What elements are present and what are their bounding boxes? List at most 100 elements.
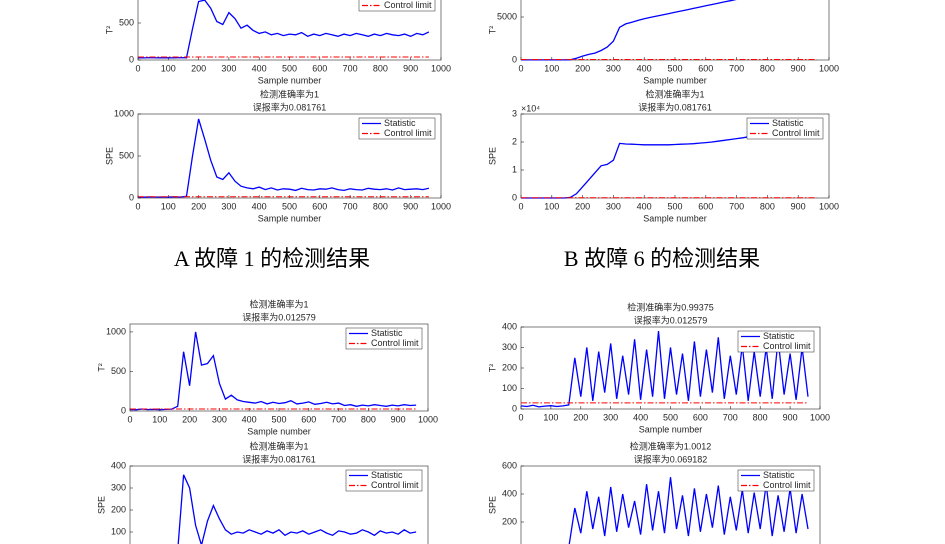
- plot-area: [520, 0, 830, 61]
- x-tick-label: 900: [391, 414, 406, 424]
- x-axis-label: Sample number: [639, 424, 703, 434]
- y-axis-label: SPE: [96, 496, 106, 514]
- x-tick-label: 200: [191, 63, 206, 73]
- x-tick-label: 100: [161, 63, 176, 73]
- x-tick-label: 900: [783, 412, 798, 422]
- x-tick-label: 1000: [431, 201, 451, 211]
- y-tick-label: 0: [129, 54, 134, 64]
- y-tick-label: 200: [111, 504, 126, 514]
- x-tick-label: 600: [312, 63, 327, 73]
- x-tick-label: 400: [252, 63, 267, 73]
- y-tick-label: 400: [111, 460, 126, 470]
- x-tick-label: 0: [127, 414, 132, 424]
- y-tick-label: 0: [121, 405, 126, 415]
- legend-label: Statistic: [763, 331, 795, 341]
- x-tick-label: 900: [791, 63, 806, 73]
- x-tick-label: 1000: [431, 63, 451, 73]
- y-tick-label: 400: [502, 488, 517, 498]
- legend-label: Control limit: [772, 128, 820, 138]
- x-tick-label: 500: [282, 63, 297, 73]
- x-tick-label: 900: [403, 201, 418, 211]
- legend-label: Statistic: [371, 328, 403, 338]
- legend-label: Statistic: [384, 118, 416, 128]
- x-tick-label: 500: [667, 201, 682, 211]
- chart-title: 检测准确率为1: [645, 88, 704, 99]
- x-tick-label: 200: [573, 412, 588, 422]
- x-tick-label: 0: [518, 63, 523, 73]
- y-axis-label: SPE: [487, 496, 497, 514]
- x-tick-label: 100: [161, 201, 176, 211]
- x-tick-label: 400: [242, 414, 257, 424]
- x-tick-label: 700: [343, 63, 358, 73]
- x-tick-label: 700: [343, 201, 358, 211]
- caption: B 故障 6 的检测结果: [564, 246, 760, 271]
- x-tick-label: 200: [182, 414, 197, 424]
- x-tick-label: 100: [544, 201, 559, 211]
- x-tick-label: 500: [663, 412, 678, 422]
- x-tick-label: 800: [760, 63, 775, 73]
- y-tick-label: 1000: [106, 326, 126, 336]
- chart-title: 检测准确率为1.0012: [630, 440, 712, 451]
- x-tick-label: 100: [544, 63, 559, 73]
- legend-label: Control limit: [371, 338, 419, 348]
- y-tick-label: 300: [502, 342, 517, 352]
- x-tick-label: 800: [373, 201, 388, 211]
- x-tick-label: 700: [331, 414, 346, 424]
- x-tick-label: 900: [791, 201, 806, 211]
- x-tick-label: 500: [282, 201, 297, 211]
- x-tick-label: 300: [221, 201, 236, 211]
- x-tick-label: 700: [729, 63, 744, 73]
- x-tick-label: 800: [361, 414, 376, 424]
- x-tick-label: 400: [637, 201, 652, 211]
- x-tick-label: 200: [191, 201, 206, 211]
- x-axis-label: Sample number: [643, 213, 707, 223]
- y-tick-label: 1: [512, 164, 517, 174]
- x-tick-label: 1000: [418, 414, 438, 424]
- x-tick-label: 1000: [819, 201, 839, 211]
- x-tick-label: 0: [135, 63, 140, 73]
- x-tick-label: 600: [698, 63, 713, 73]
- chart-title: 误报率为0.081761: [638, 101, 712, 112]
- y-tick-label: 500: [119, 150, 134, 160]
- x-tick-label: 100: [543, 412, 558, 422]
- series-line: [568, 477, 809, 544]
- x-tick-label: 600: [698, 201, 713, 211]
- x-tick-label: 800: [373, 63, 388, 73]
- x-tick-label: 600: [693, 412, 708, 422]
- y-tick-label: 2: [512, 136, 517, 146]
- y-exponent: ×10⁴: [521, 103, 540, 113]
- y-tick-label: 5000: [497, 11, 517, 21]
- y-tick-label: 0: [512, 54, 517, 64]
- y-axis-label: T²: [487, 364, 497, 373]
- y-tick-label: 500: [111, 366, 126, 376]
- x-tick-label: 800: [753, 412, 768, 422]
- chart-title: 误报率为0.012579: [242, 311, 316, 322]
- x-tick-label: 1000: [819, 63, 839, 73]
- legend-label: Control limit: [384, 128, 432, 138]
- x-tick-label: 800: [760, 201, 775, 211]
- series-line: [177, 474, 417, 544]
- x-axis-label: Sample number: [258, 75, 322, 85]
- y-tick-label: 200: [502, 516, 517, 526]
- y-tick-label: 3: [512, 108, 517, 118]
- legend-label: Control limit: [384, 0, 432, 10]
- y-tick-label: 0: [512, 403, 517, 413]
- chart-title: 检测准确率为1: [249, 440, 308, 451]
- chart-title: 检测准确率为1: [260, 88, 319, 99]
- x-tick-label: 500: [271, 414, 286, 424]
- chart-title: 误报率为0.012579: [634, 314, 708, 325]
- y-tick-label: 1000: [114, 108, 134, 118]
- x-tick-label: 700: [723, 412, 738, 422]
- x-tick-label: 0: [135, 201, 140, 211]
- x-axis-label: Sample number: [258, 213, 322, 223]
- x-tick-label: 0: [518, 412, 523, 422]
- y-tick-label: 500: [119, 17, 134, 27]
- y-axis-label: T²: [96, 363, 106, 372]
- series-line: [520, 331, 809, 408]
- legend-label: Statistic: [371, 470, 403, 480]
- chart-title: 检测准确率为1: [249, 298, 308, 309]
- x-axis-label: Sample number: [643, 75, 707, 85]
- y-axis-label: SPE: [104, 147, 114, 165]
